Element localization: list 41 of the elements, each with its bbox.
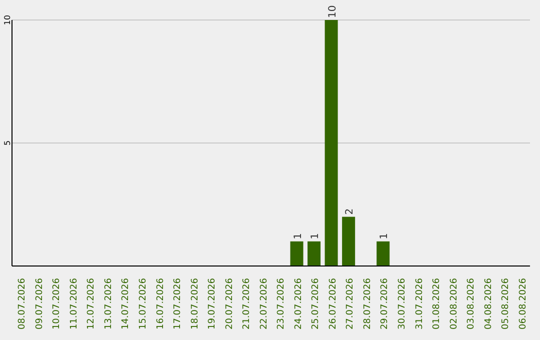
x-tick-label: 13.07.2026 [104,278,114,330]
bar [308,241,321,266]
x-tick-label: 21.07.2026 [242,278,252,330]
data-label: 1 [292,233,304,240]
x-tick-label: 11.07.2026 [69,278,80,330]
x-tick-label: 22.07.2026 [259,278,270,330]
x-tick-label: 17.07.2026 [173,278,184,330]
x-tick-label: 23.07.2026 [276,278,287,330]
x-tick-label: 16.07.2026 [156,278,166,330]
x-tick-label: 31.07.2026 [414,278,425,330]
x-tick-label: 03.08.2026 [466,278,477,330]
data-label: 10 [327,5,338,18]
x-tick-label: 02.08.2026 [449,278,460,330]
x-tick-label: 09.07.2026 [34,278,45,330]
x-tick-label: 30.07.2026 [398,278,408,330]
x-tick-label: 05.08.2026 [501,278,512,330]
bar [324,20,338,266]
x-tick-label: 01.08.2026 [432,278,442,330]
x-tick-label: 14.07.2026 [121,278,132,330]
x-tick-label: 18.07.2026 [190,278,200,330]
bar [342,216,356,266]
bar [376,241,390,266]
x-tick-label: 12.07.2026 [86,278,97,330]
x-tick-label: 25.07.2026 [311,278,322,330]
bar [290,241,304,266]
x-tick-label: 04.08.2026 [484,278,494,330]
x-tick-label: 28.07.2026 [362,278,373,330]
x-tick-label: 19.07.2026 [208,278,218,330]
y-tick-label: 5 [3,140,12,146]
data-label: 1 [379,233,390,240]
x-tick-label: 15.07.2026 [138,278,148,330]
data-label: 2 [344,208,356,215]
x-tick-label: 08.07.2026 [18,278,28,330]
x-tick-label: 10.07.2026 [52,278,62,330]
x-tick-label: 20.07.2026 [224,278,235,330]
x-tick-label: 29.07.2026 [380,278,390,330]
x-tick-label: 26.07.2026 [328,278,338,330]
data-label: 1 [310,233,322,240]
x-tick-label: 27.07.2026 [346,278,356,330]
x-tick-label: 06.08.2026 [518,278,528,330]
x-tick-label: 24.07.2026 [294,278,304,330]
